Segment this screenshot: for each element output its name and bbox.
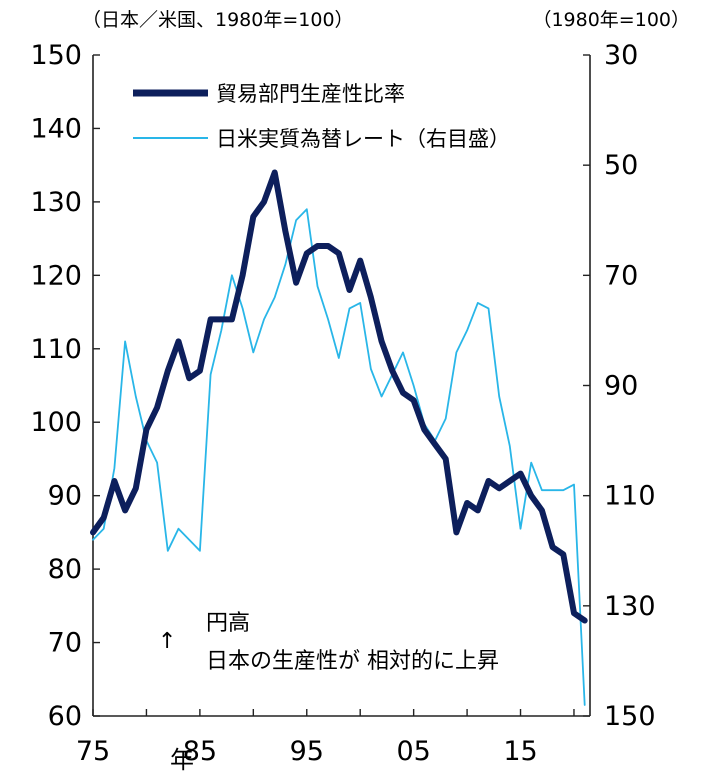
annotation-arrow: ↑ bbox=[158, 629, 176, 654]
x-axis-ticks: 75 85 95 05 15 bbox=[76, 709, 575, 767]
legend: 貿易部門生産性比率 日米実質為替レート（右目盛） bbox=[133, 82, 510, 151]
right-tick-label: 30 bbox=[604, 40, 638, 71]
series-layer bbox=[90, 169, 588, 706]
left-tick-label: 130 bbox=[30, 187, 82, 218]
x-tick-label: 15 bbox=[503, 736, 537, 767]
left-tick-label: 120 bbox=[30, 260, 82, 291]
left-axis-unit: （日本／米国、1980年=100） bbox=[82, 9, 354, 31]
left-tick-label: 80 bbox=[48, 554, 82, 585]
right-tick-label: 90 bbox=[604, 371, 638, 402]
plot-frame bbox=[92, 55, 591, 717]
right-tick-label: 150 bbox=[604, 701, 656, 732]
legend-label-exchange-rate: 日米実質為替レート（右目盛） bbox=[216, 127, 510, 151]
right-axis-ticks: 30 50 70 90 110 130 150 bbox=[583, 40, 656, 732]
left-tick-label: 90 bbox=[48, 481, 82, 512]
series-line-productivity bbox=[90, 169, 588, 624]
right-tick-label: 130 bbox=[604, 591, 656, 622]
left-tick-label: 110 bbox=[30, 334, 82, 365]
x-tick-label: 85 bbox=[183, 736, 217, 767]
legend-label-productivity: 貿易部門生産性比率 bbox=[216, 82, 405, 106]
right-tick-label: 70 bbox=[604, 260, 638, 291]
x-tick-label: 75 bbox=[76, 736, 110, 767]
right-axis-unit: （1980年=100） bbox=[532, 9, 690, 31]
annotation: ↑ 円高 日本の生産性が 相対的に上昇 bbox=[158, 611, 499, 674]
left-tick-label: 60 bbox=[48, 701, 82, 732]
right-tick-label: 50 bbox=[604, 150, 638, 181]
left-tick-label: 150 bbox=[30, 40, 82, 71]
x-tick-label: 95 bbox=[290, 736, 324, 767]
left-tick-label: 140 bbox=[30, 113, 82, 144]
x-tick-label: 05 bbox=[396, 736, 430, 767]
series-line-exchange-rate bbox=[92, 208, 586, 706]
left-axis-ticks: 60 70 80 90 100 110 120 130 140 150 bbox=[30, 40, 100, 732]
left-tick-label: 100 bbox=[30, 407, 82, 438]
x-axis-year-label: 年 bbox=[170, 746, 194, 774]
annotation-line1: 円高 bbox=[206, 611, 250, 636]
annotation-line2: 日本の生産性が 相対的に上昇 bbox=[206, 649, 499, 674]
left-tick-label: 70 bbox=[48, 628, 82, 659]
right-tick-label: 110 bbox=[604, 481, 656, 512]
